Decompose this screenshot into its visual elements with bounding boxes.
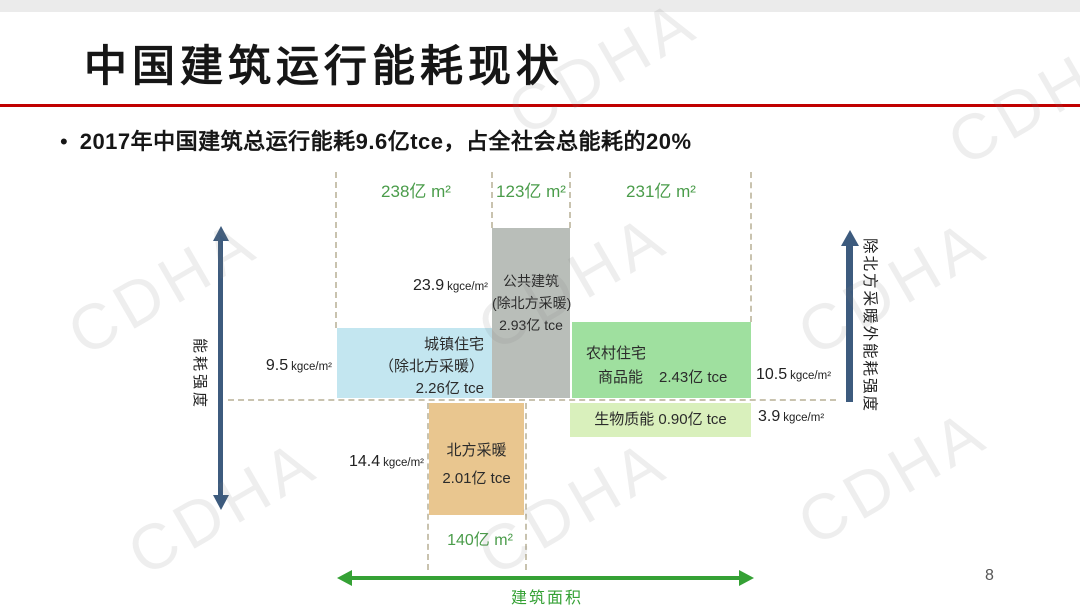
block-urban-line1: 城镇住宅 xyxy=(423,336,484,353)
dashed-line-vertical xyxy=(525,403,527,570)
bullet-row: • 2017年中国建筑总运行能耗9.6亿tce，占全社会总能耗的20% xyxy=(60,127,1020,157)
block-urban-residential: 城镇住宅 （除北方采暖） 2.26亿 tce xyxy=(337,328,492,398)
block-rural-residential: 农村住宅 商品能 2.43亿 tce xyxy=(572,322,751,398)
left-arrowhead-icon xyxy=(337,570,352,586)
block-public-line2: (除北方采暖) xyxy=(492,295,572,311)
bullet-marker: • xyxy=(60,129,68,154)
block-public-line3: 2.93亿 tce xyxy=(499,317,563,333)
intensity-north-unit: kgce/m² xyxy=(383,457,424,469)
block-biomass-line1: 生物质能 0.90亿 tce xyxy=(594,411,727,428)
area-label-rural: 231亿 m² xyxy=(626,182,696,201)
up-arrowhead-icon xyxy=(841,230,859,246)
block-urban-line2: （除北方采暖） xyxy=(378,358,484,375)
intensity-label-public: 23.9 kgce/m² xyxy=(388,277,488,295)
title-underline-rule xyxy=(0,104,1080,107)
block-rural-line2: 商品能 2.43亿 tce xyxy=(572,366,751,390)
block-north-heating: 北方采暖 2.01亿 tce xyxy=(429,403,524,515)
block-north-line2: 2.01亿 tce xyxy=(442,470,511,487)
bottom-axis-arrow xyxy=(351,576,739,580)
intensity-label-biomass: 3.9 kgce/m² xyxy=(758,408,824,426)
block-urban-line3: 2.26亿 tce xyxy=(415,380,484,397)
area-label-north-heating: 140亿 m² xyxy=(447,532,513,549)
block-rural-commodity-value: 2.43亿 tce xyxy=(659,369,728,386)
top-gray-strip xyxy=(0,0,1080,12)
right-arrowhead-icon xyxy=(739,570,754,586)
intensity-public-value: 23.9 xyxy=(412,277,445,294)
block-rural-commodity-label: 商品能 xyxy=(598,369,644,386)
block-public-line1: 公共建筑 xyxy=(503,273,559,289)
dashed-line-vertical xyxy=(750,172,752,322)
intensity-north-value: 14.4 xyxy=(348,453,381,470)
watermark: CDHA xyxy=(785,204,1000,370)
page-title: 中国建筑运行能耗现状 xyxy=(84,43,564,91)
right-axis-arrow xyxy=(846,244,853,402)
intensity-urban-value: 9.5 xyxy=(265,357,289,374)
page-number: 8 xyxy=(985,567,994,584)
up-arrowhead-icon xyxy=(213,226,229,241)
left-axis-arrow xyxy=(218,239,223,497)
intensity-label-urban: 9.5 kgce/m² xyxy=(248,357,332,375)
dashed-line-vertical xyxy=(427,403,429,570)
block-biomass: 生物质能 0.90亿 tce xyxy=(570,403,751,437)
bullet-text: 2017年中国建筑总运行能耗9.6亿tce，占全社会总能耗的20% xyxy=(79,129,692,154)
area-label-public: 123亿 m² xyxy=(496,182,566,201)
dashed-line-vertical xyxy=(491,172,493,228)
intensity-biomass-unit: kgce/m² xyxy=(783,412,825,424)
intensity-label-rural: 10.5 kgce/m² xyxy=(756,366,831,384)
intensity-rural-unit: kgce/m² xyxy=(790,370,832,382)
down-arrowhead-icon xyxy=(213,495,229,510)
right-axis-label: 除北方采暖外能耗强度 xyxy=(861,238,878,414)
left-axis-label: 能耗强度 xyxy=(191,338,208,411)
baseline-dashed-line xyxy=(228,399,836,401)
block-rural-line1: 农村住宅 xyxy=(586,345,647,362)
intensity-public-unit: kgce/m² xyxy=(447,281,488,293)
block-north-line1: 北方采暖 xyxy=(446,442,507,459)
intensity-rural-value: 10.5 xyxy=(756,366,788,383)
dashed-line-vertical xyxy=(569,172,571,228)
intensity-label-north: 14.4 kgce/m² xyxy=(340,453,424,471)
intensity-urban-unit: kgce/m² xyxy=(291,361,332,373)
block-public-buildings: 公共建筑 (除北方采暖) 2.93亿 tce xyxy=(492,228,572,398)
area-label-urban: 238亿 m² xyxy=(381,182,451,201)
bottom-axis-label: 建筑面积 xyxy=(510,590,583,607)
watermark: CDHA xyxy=(55,204,270,370)
dashed-line-vertical xyxy=(335,172,337,328)
intensity-biomass-value: 3.9 xyxy=(758,408,781,425)
